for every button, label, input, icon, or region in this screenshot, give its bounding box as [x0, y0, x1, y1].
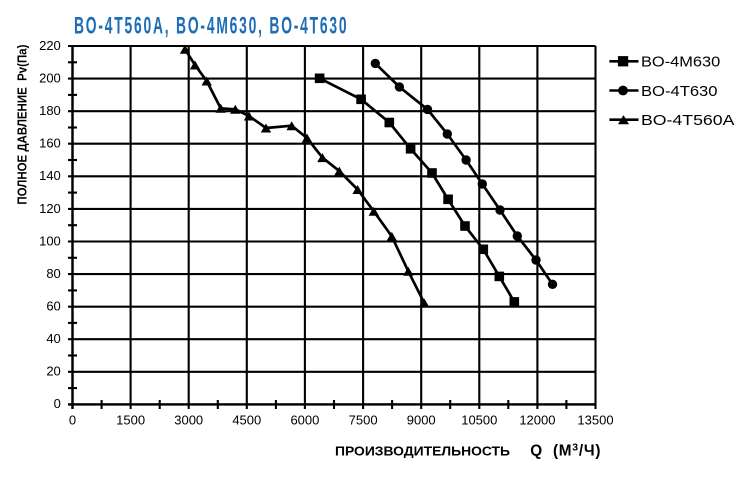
svg-text:13500: 13500: [577, 413, 613, 428]
svg-text:80: 80: [46, 266, 60, 281]
svg-text:3000: 3000: [174, 413, 203, 428]
svg-text:100: 100: [39, 233, 61, 248]
svg-text:7500: 7500: [349, 413, 378, 428]
svg-text:12000: 12000: [519, 413, 555, 428]
svg-text:140: 140: [39, 168, 61, 183]
svg-text:180: 180: [39, 103, 61, 118]
svg-text:0: 0: [54, 396, 61, 411]
svg-text:120: 120: [39, 201, 61, 216]
svg-text:BO-4M630: BO-4M630: [641, 54, 720, 71]
svg-text:10500: 10500: [461, 413, 497, 428]
svg-text:60: 60: [46, 299, 60, 314]
svg-text:1500: 1500: [116, 413, 145, 428]
svg-text:Q (М3/Ч): Q (М3/Ч): [530, 441, 601, 459]
svg-text:200: 200: [39, 70, 61, 85]
svg-text:6000: 6000: [290, 413, 319, 428]
svg-text:BO-4T560A, BO-4M630, BO-4T630: BO-4T560A, BO-4M630, BO-4T630: [74, 13, 348, 40]
svg-text:0: 0: [69, 413, 76, 428]
svg-text:ПРОИЗВОДИТЕЛЬНОСТЬ: ПРОИЗВОДИТЕЛЬНОСТЬ: [335, 443, 510, 458]
svg-text:160: 160: [39, 136, 61, 151]
svg-text:40: 40: [46, 331, 60, 346]
svg-text:ПОЛНОЕ ДАВЛЕНИЕ Pv(Па): ПОЛНОЕ ДАВЛЕНИЕ Pv(Па): [15, 45, 30, 205]
svg-text:9000: 9000: [407, 413, 436, 428]
svg-text:20: 20: [46, 364, 60, 379]
svg-text:4500: 4500: [232, 413, 261, 428]
svg-text:220: 220: [39, 38, 61, 53]
svg-text:BO-4T630: BO-4T630: [641, 83, 718, 100]
svg-text:BO-4T560A: BO-4T560A: [641, 112, 734, 129]
